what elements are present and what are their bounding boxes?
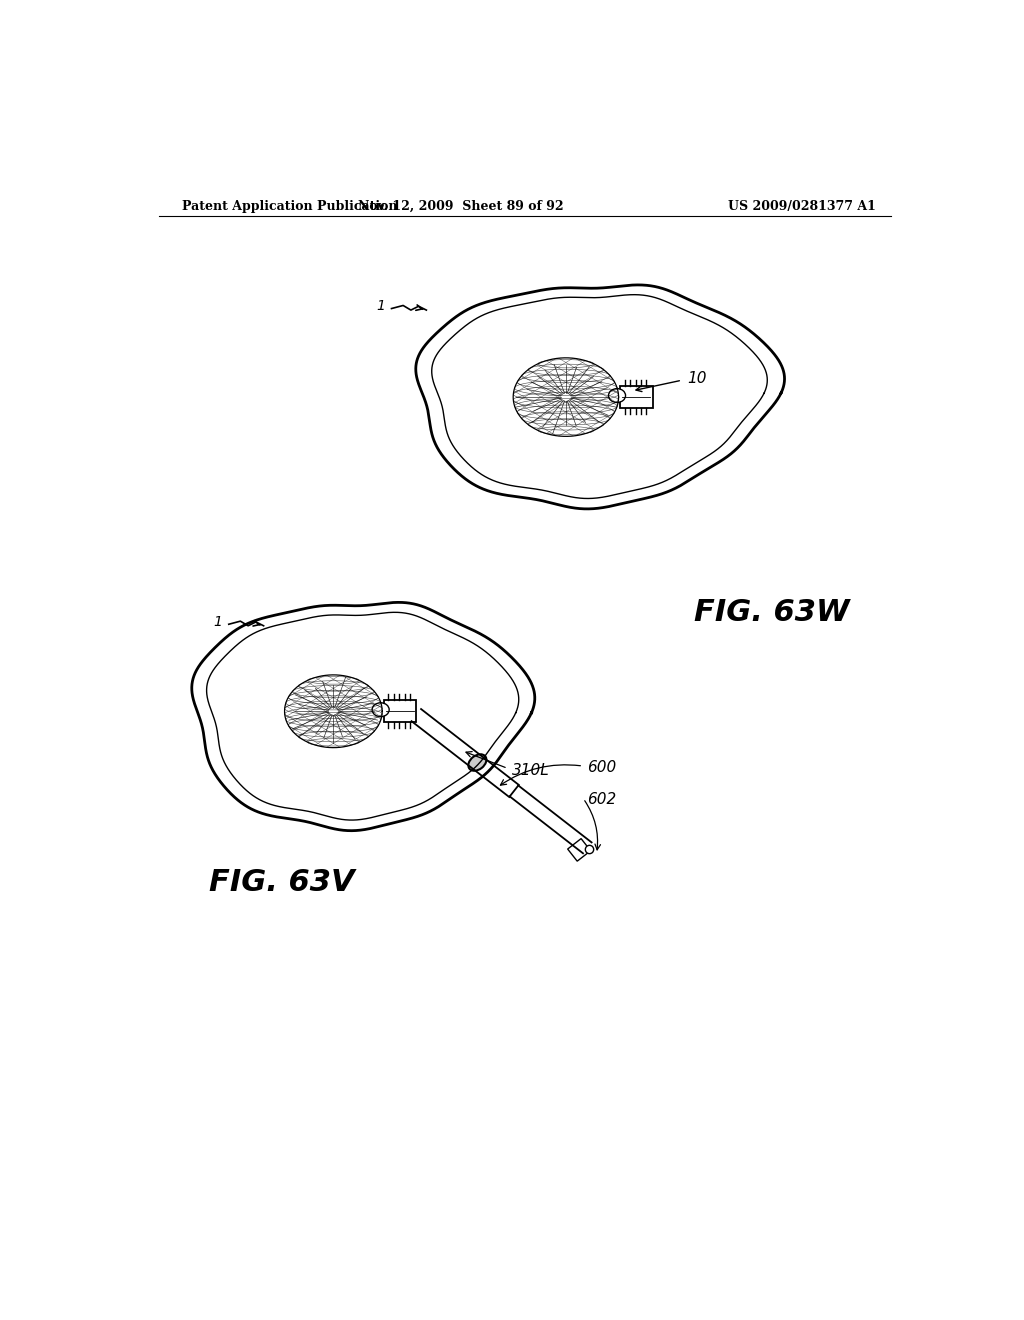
Text: 602: 602 [587, 792, 616, 808]
Text: 1: 1 [214, 615, 222, 628]
Text: 600: 600 [587, 760, 616, 775]
Text: FIG. 63V: FIG. 63V [209, 867, 355, 896]
Text: FIG. 63W: FIG. 63W [693, 598, 849, 627]
Text: 1: 1 [377, 300, 385, 313]
Bar [384, 701, 417, 722]
Text: 310L: 310L [512, 763, 550, 779]
Text: US 2009/0281377 A1: US 2009/0281377 A1 [728, 199, 877, 213]
Text: Nov. 12, 2009  Sheet 89 of 92: Nov. 12, 2009 Sheet 89 of 92 [358, 199, 564, 213]
Bar [621, 387, 652, 408]
Ellipse shape [608, 388, 626, 403]
Text: Patent Application Publication: Patent Application Publication [182, 199, 397, 213]
Ellipse shape [372, 702, 389, 717]
Bar [567, 838, 591, 861]
Ellipse shape [468, 754, 486, 771]
Text: 10: 10 [687, 371, 707, 387]
